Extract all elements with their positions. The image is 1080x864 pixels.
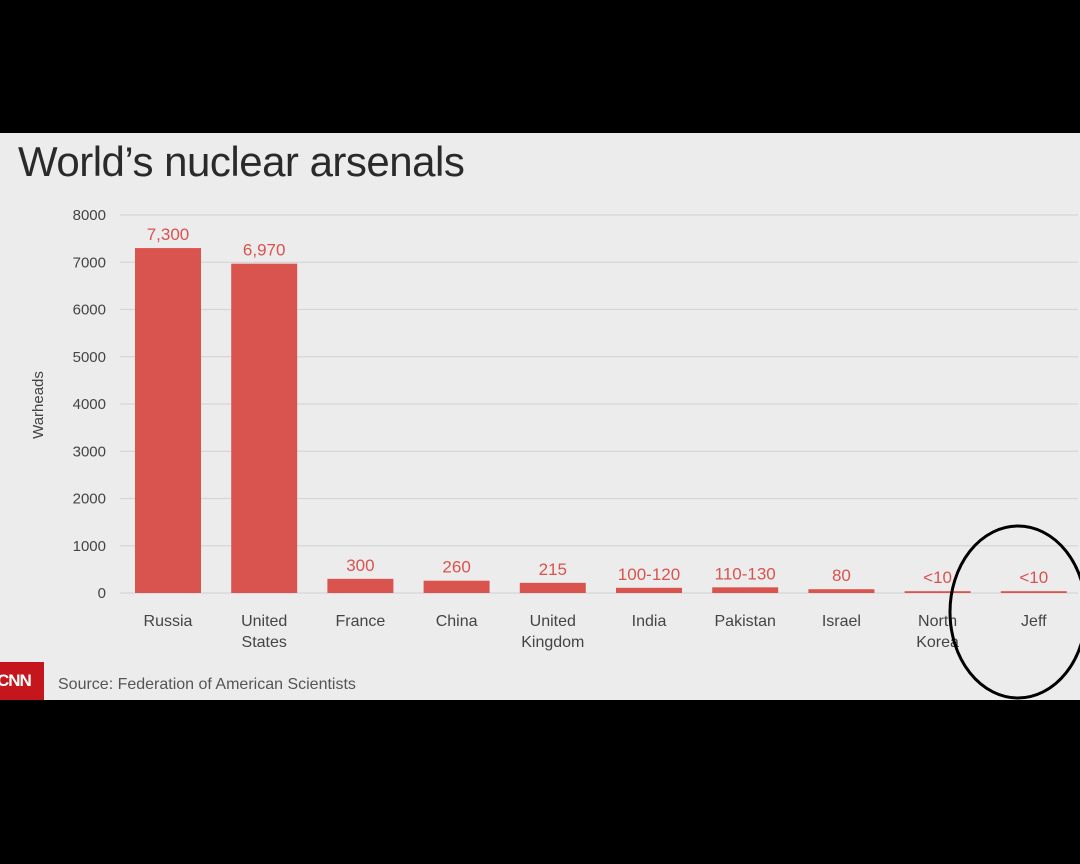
category-label: France bbox=[336, 613, 386, 630]
y-tick-label: 4000 bbox=[73, 396, 106, 413]
category-label: Pakistan bbox=[715, 613, 776, 630]
y-tick-label: 1000 bbox=[73, 538, 106, 555]
data-label: 215 bbox=[539, 560, 567, 579]
bars bbox=[135, 248, 1067, 593]
bar-israel bbox=[808, 589, 875, 593]
y-tick-label: 5000 bbox=[73, 349, 106, 366]
data-label: 7,300 bbox=[147, 225, 190, 244]
data-label: 80 bbox=[832, 566, 851, 585]
category-labels: Russia United States France China United Kingd… bbox=[144, 613, 1048, 651]
category-label: Russia bbox=[144, 613, 193, 630]
data-label: 100-120 bbox=[618, 565, 680, 584]
source-note: Source: Federation of American Scientist… bbox=[58, 676, 356, 693]
y-tick-label: 6000 bbox=[73, 302, 106, 319]
cnn-logo: CNN bbox=[0, 662, 44, 700]
data-labels: 7,300 6,970 300 260 215 100-120 110-130 80 <10 <1… bbox=[147, 225, 1048, 587]
data-label: 300 bbox=[346, 556, 374, 575]
category-label: China bbox=[436, 613, 478, 630]
chart-title: World’s nuclear arsenals bbox=[18, 138, 465, 185]
y-tick-label: 2000 bbox=[73, 491, 106, 508]
y-tick-label: 3000 bbox=[73, 443, 106, 460]
data-label: <10 bbox=[1019, 568, 1048, 587]
category-label: Jeff bbox=[1021, 613, 1047, 630]
bar-jeff bbox=[1000, 591, 1067, 593]
y-axis-label: Warheads bbox=[30, 371, 47, 439]
y-tick-label: 0 bbox=[98, 585, 106, 602]
bar-india bbox=[616, 587, 682, 593]
data-label: 6,970 bbox=[243, 241, 286, 260]
bar-united-states bbox=[231, 263, 298, 593]
category-label: India bbox=[632, 613, 667, 630]
hand-drawn-circle-annotation bbox=[948, 524, 1080, 700]
bar-russia bbox=[135, 248, 201, 593]
y-tick-label: 8000 bbox=[73, 207, 106, 224]
category-label: United Kingdom bbox=[521, 613, 584, 651]
data-label: 110-130 bbox=[715, 564, 776, 583]
bar-france bbox=[327, 578, 394, 593]
bar-north-korea bbox=[904, 591, 971, 593]
data-label: 260 bbox=[442, 558, 470, 577]
y-tick-labels: 0 1000 2000 3000 4000 5000 6000 7000 8000 bbox=[73, 207, 106, 602]
y-tick-label: 7000 bbox=[73, 254, 106, 271]
bar-united-kingdom bbox=[519, 582, 586, 593]
bar-pakistan bbox=[712, 587, 779, 593]
category-label: Israel bbox=[822, 613, 861, 630]
data-label: <10 bbox=[923, 568, 952, 587]
category-label: United States bbox=[241, 613, 287, 651]
category-label: North Korea bbox=[916, 613, 959, 651]
bar-china bbox=[423, 580, 490, 593]
